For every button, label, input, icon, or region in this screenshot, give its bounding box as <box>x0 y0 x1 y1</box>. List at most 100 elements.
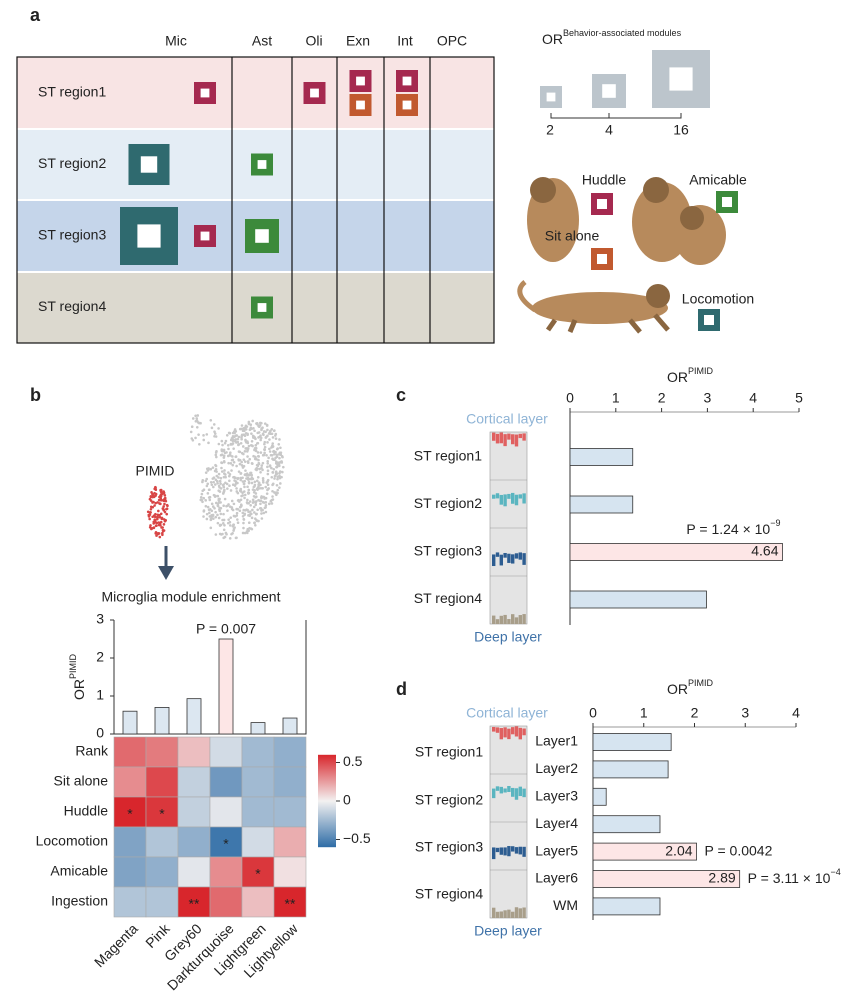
umap-point <box>230 499 234 503</box>
layer-strip-block <box>499 615 503 624</box>
umap-point <box>232 460 236 464</box>
umap-cluster-point <box>161 507 165 510</box>
umap-point <box>259 483 262 487</box>
umap-point <box>246 455 249 458</box>
umap-point <box>216 482 219 485</box>
module-square-inner <box>402 76 412 86</box>
umap-point <box>271 471 275 474</box>
behavior-swatch-inner <box>722 197 732 207</box>
umap-point <box>241 429 245 433</box>
umap-point <box>242 526 245 530</box>
umap-cluster-point <box>158 502 161 505</box>
umap-point <box>262 495 266 499</box>
size-legend-title: ORBehavior-associated modules <box>542 28 682 46</box>
y-tick-label: WM <box>553 897 578 913</box>
bar <box>250 722 266 735</box>
umap-point <box>228 520 232 524</box>
umap-point <box>249 426 253 430</box>
umap-point <box>273 477 276 480</box>
umap-point <box>260 509 263 512</box>
heatmap-cell <box>113 736 147 768</box>
umap-cluster-point <box>151 515 154 519</box>
layer-strip-block <box>522 728 526 736</box>
strip-top-label: Cortical layer <box>466 411 548 427</box>
umap-point <box>253 480 257 484</box>
umap-point <box>247 488 251 492</box>
umap-cluster-point <box>157 521 161 524</box>
umap-point <box>194 436 197 440</box>
x-axis-label-base: OR <box>667 681 688 697</box>
umap-point <box>214 453 218 457</box>
umap-point <box>266 459 269 463</box>
umap-point <box>250 512 253 516</box>
umap-point <box>247 421 251 425</box>
umap-point <box>270 502 274 505</box>
layer-strip-block <box>503 788 507 793</box>
size-legend-square-inner <box>669 67 693 91</box>
umap-point <box>259 438 262 442</box>
layer-strip-block <box>511 554 515 564</box>
layer-strip-block <box>492 788 496 799</box>
module-square-inner <box>356 76 365 86</box>
umap-cluster-point <box>159 493 163 497</box>
layer-strip-block <box>507 433 511 440</box>
umap-point <box>232 502 236 506</box>
layer-strip-block <box>522 846 526 857</box>
y-axis-label: ORPIMID <box>68 654 86 701</box>
chart-title: Microglia module enrichment <box>102 589 281 605</box>
layer-strip-block <box>499 728 503 740</box>
umap-point <box>252 490 256 494</box>
umap-point <box>224 473 227 476</box>
layer-strip-block <box>499 847 503 855</box>
umap-cluster-point <box>152 522 156 525</box>
heatmap-cell <box>113 796 147 828</box>
value-label: 4.64 <box>751 543 778 559</box>
umap-point <box>224 439 228 443</box>
umap-point <box>240 504 243 507</box>
layer-strip-block <box>495 847 500 853</box>
annotation-base: P = 1.24 × 10 <box>686 521 770 537</box>
umap-point <box>267 432 271 435</box>
umap-point <box>234 455 238 458</box>
heatmap-row-label: Rank <box>75 743 109 759</box>
umap-point <box>219 512 223 516</box>
umap-point <box>251 419 254 423</box>
heatmap-cell <box>241 736 275 768</box>
umap-point <box>274 437 278 440</box>
heatmap-cell <box>145 796 179 828</box>
y-tick-label: ST region3 <box>414 543 482 559</box>
bar <box>569 448 634 466</box>
bar <box>569 590 707 609</box>
umap-point <box>266 472 270 476</box>
layer-strip-block <box>492 907 496 918</box>
umap-point <box>250 473 253 477</box>
umap-point <box>257 461 261 465</box>
module-square-inner <box>200 231 210 241</box>
umap-point <box>218 498 221 502</box>
umap-point <box>273 474 277 478</box>
umap-point <box>271 457 274 460</box>
x-axis-label: ORPIMID <box>667 366 714 384</box>
umap-point <box>253 484 256 488</box>
umap-point <box>240 464 244 467</box>
umap-point <box>214 468 218 471</box>
umap-point <box>222 518 226 522</box>
umap-point <box>264 501 268 504</box>
cluster-label: PIMID <box>136 463 175 479</box>
umap-point <box>222 491 225 495</box>
umap-point <box>232 476 235 479</box>
colorbar-tick-label: −0.5 <box>343 830 371 846</box>
heatmap-cell <box>177 856 211 888</box>
heatmap-cell <box>145 766 179 798</box>
bar <box>592 870 741 888</box>
group-label: ST region2 <box>415 792 483 808</box>
umap-point <box>266 478 270 482</box>
umap-point <box>214 451 218 454</box>
umap-cluster-point <box>162 518 166 521</box>
umap-cluster-point <box>154 494 157 497</box>
umap-point <box>237 498 240 502</box>
umap-point <box>270 475 274 479</box>
umap-point <box>209 467 213 471</box>
umap-point <box>276 488 280 492</box>
